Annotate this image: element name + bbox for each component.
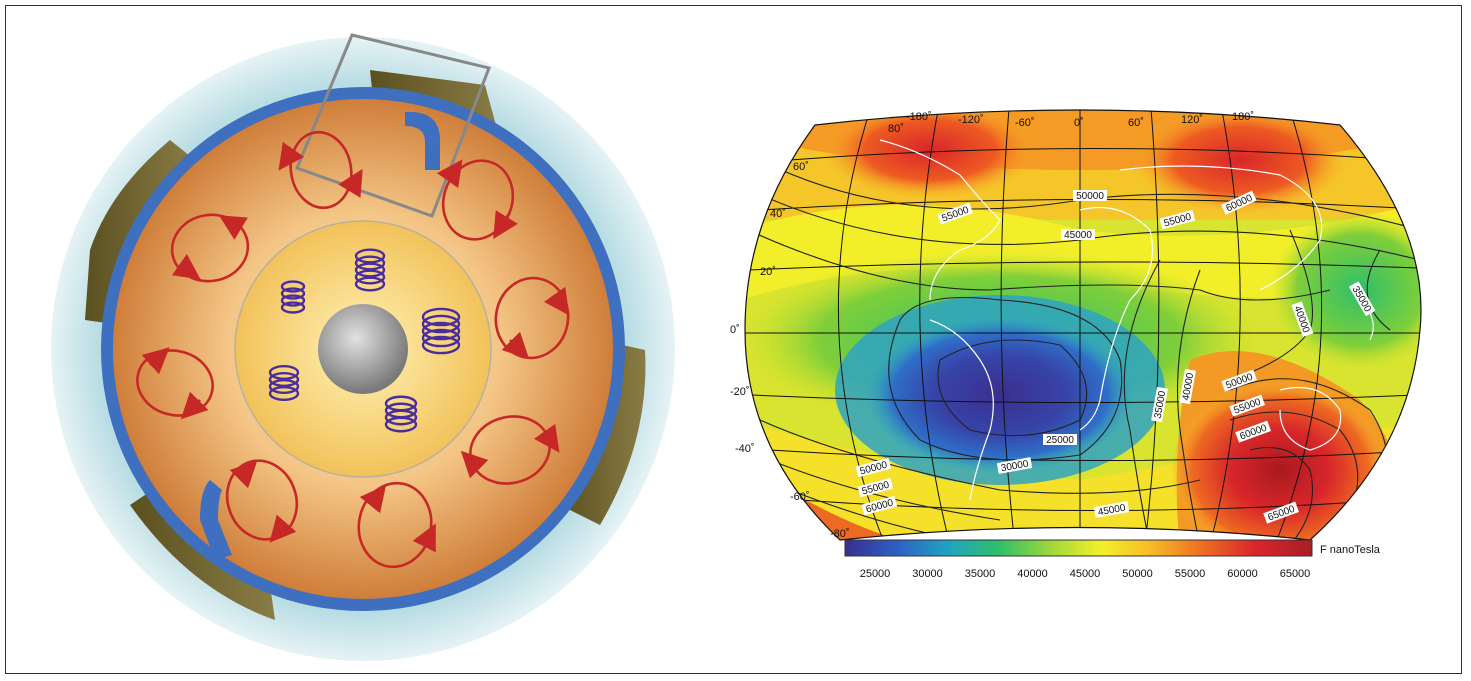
spring-coil-ring <box>280 287 306 300</box>
lat-label: 20˚ <box>760 266 776 278</box>
spring-coil-ring <box>268 372 300 388</box>
contour-label: 30000 <box>996 457 1033 475</box>
contour-label: 35000 <box>1151 386 1169 423</box>
contour-label: 45000 <box>1061 229 1095 241</box>
colorbar-tick-label: 65000 <box>1280 568 1311 580</box>
contour-label-text: 25000 <box>1046 435 1074 446</box>
spring-coil-ring <box>421 335 461 355</box>
colorbar-tick-label: 40000 <box>1017 568 1048 580</box>
colorbar-tick-label: 45000 <box>1070 568 1101 580</box>
map-graticule <box>745 110 1420 540</box>
earth-cross-section <box>51 33 675 661</box>
contour-label-text: 40000 <box>1181 372 1197 402</box>
contour-label: 40000 <box>1179 368 1197 405</box>
lon-label: -120˚ <box>958 114 984 126</box>
convection-loop <box>136 349 214 417</box>
lat-label: -20˚ <box>730 386 750 398</box>
contour-label-text: 35000 <box>1153 390 1169 420</box>
spring-coil-ring <box>354 262 386 278</box>
colorbar: F nanoTesla 25000 30000 35000 40000 45000 500… <box>844 539 1381 580</box>
lon-label: -60˚ <box>1015 117 1035 129</box>
colorbar-gradient <box>844 539 1313 557</box>
lat-label: 0˚ <box>730 324 740 336</box>
spring-coil-ring <box>268 365 300 381</box>
convection-loop <box>289 130 353 210</box>
lat-label: -80˚ <box>830 528 850 540</box>
lon-label: 120˚ <box>1181 114 1203 126</box>
lat-label: 40˚ <box>770 208 786 220</box>
spring-coil-ring <box>354 248 386 264</box>
spring-coil-ring <box>280 280 306 293</box>
colorbar-tick-label: 60000 <box>1227 568 1258 580</box>
spring-coil-ring <box>268 379 300 395</box>
contour-label: 45000 <box>1093 501 1130 519</box>
spring-coil-ring <box>421 328 461 348</box>
colorbar-title: F nanoTesla <box>1320 544 1381 556</box>
zoom-box <box>295 33 492 218</box>
lon-label: 0˚ <box>1074 117 1084 129</box>
contour-label: 50000 <box>1073 190 1107 202</box>
inner-core <box>318 304 408 394</box>
colorbar-tick-label: 35000 <box>965 568 996 580</box>
contour-label: 25000 <box>1043 434 1077 446</box>
lat-label: 80˚ <box>888 123 904 135</box>
subducting-slab-top <box>405 111 440 170</box>
contour-label-text: 45000 <box>1064 230 1092 241</box>
spring-coil-ring <box>280 301 306 314</box>
colorbar-tick-label: 25000 <box>860 568 891 580</box>
lon-label: -180˚ <box>906 111 932 123</box>
spring-coil-ring <box>268 386 300 402</box>
spring-coil-ring <box>421 307 461 327</box>
contour-label-text: 45000 <box>1097 503 1127 519</box>
colorbar-tick-label: 55000 <box>1175 568 1206 580</box>
longitude-labels: -180˚ -120˚ -60˚ 0˚ 60˚ 120˚ 180˚ <box>906 111 1254 129</box>
convection-cells <box>136 130 570 569</box>
spring-coil-ring <box>384 416 418 433</box>
colorbar-tick-label: 50000 <box>1122 568 1153 580</box>
latitude-labels: 80˚ 60˚ 40˚ 20˚ 0˚ -20˚ -40˚ -60˚ -80˚ <box>730 123 904 540</box>
spring-coil-ring <box>280 294 306 307</box>
spring-coil-ring <box>354 276 386 292</box>
colorbar-tick-label: 30000 <box>912 568 943 580</box>
map-field <box>745 110 1421 540</box>
contour-label-text: 50000 <box>1076 191 1104 202</box>
lat-label: -40˚ <box>735 443 755 455</box>
geomagnetic-field-map: -180˚ -120˚ -60˚ 0˚ 60˚ 120˚ 180˚ 80˚ 60… <box>730 109 1422 580</box>
figure-frame <box>5 5 1462 674</box>
lat-label: -60˚ <box>790 491 810 503</box>
colorbar-ticks: 25000 30000 35000 40000 45000 50000 55000 60000… <box>860 568 1311 580</box>
spring-coil-ring <box>421 314 461 334</box>
spring-coil-ring <box>421 321 461 341</box>
spring-coil-ring <box>354 269 386 285</box>
spring-coil-ring <box>354 255 386 271</box>
core-dynamo-coils <box>268 248 461 433</box>
lat-label: 60˚ <box>793 161 809 173</box>
spring-coil-ring <box>384 409 418 426</box>
subducting-slab-bottom <box>200 480 232 560</box>
lon-label: 180˚ <box>1232 111 1254 123</box>
coastlines <box>879 139 1374 501</box>
contour-label-text: 30000 <box>1000 459 1030 475</box>
lon-label: 60˚ <box>1128 117 1144 129</box>
